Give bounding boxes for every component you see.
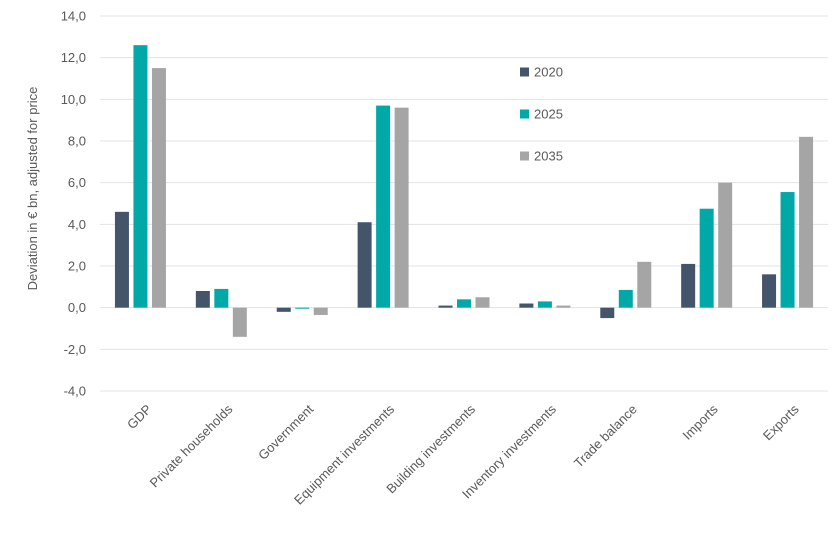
bar-2035: [313, 307, 328, 315]
y-tick-label: -2,0: [64, 342, 86, 357]
y-tick-label: 12,0: [61, 50, 86, 65]
bar-2025: [618, 289, 633, 308]
bar-2035: [475, 297, 490, 308]
legend-item: 2025: [520, 107, 563, 122]
legend-label: 2025: [534, 107, 563, 122]
x-category-label: Imports: [680, 401, 722, 443]
legend-swatch: [520, 67, 529, 77]
bar-2020: [438, 305, 453, 308]
y-axis-ticks: -4,0 -2,0 0,0 2,0 4,0 6,0 8,0 10,0 12,0 14,0: [61, 9, 86, 399]
x-category-label: Trade balance: [571, 402, 640, 471]
bar-2020: [519, 303, 534, 308]
legend-item: 2035: [520, 149, 563, 164]
bar-2025: [295, 307, 310, 309]
bar-2025: [537, 301, 552, 308]
bar-2035: [718, 182, 733, 308]
bar-2035: [232, 307, 247, 337]
bar-2035: [637, 261, 652, 308]
x-category-label: Private households: [147, 401, 236, 490]
y-tick-label: 6,0: [68, 175, 86, 190]
y-axis-label: Deviation in € bn, adjusted for price: [25, 87, 40, 291]
bars: [114, 45, 814, 337]
bar-2025: [133, 45, 148, 308]
x-category-label: Government: [255, 401, 316, 462]
bar-2035: [556, 305, 571, 308]
bar-2035: [151, 68, 166, 308]
y-tick-label: 2,0: [68, 259, 86, 274]
x-category-label: Exports: [760, 401, 802, 443]
x-category-label: Inventory investments: [459, 401, 559, 501]
y-tick-label: 8,0: [68, 134, 86, 149]
x-category-label: Building investments: [383, 401, 478, 496]
y-tick-label: 14,0: [61, 9, 86, 24]
legend: 2020 2025 2035: [520, 65, 563, 164]
bar-2020: [681, 263, 696, 308]
legend-swatch: [520, 151, 529, 161]
legend-label: 2035: [534, 149, 563, 164]
bar-2025: [457, 299, 471, 308]
bar-2035: [799, 136, 814, 308]
bar-2020: [762, 274, 777, 308]
bar-2020: [600, 307, 615, 319]
bar-2035: [394, 107, 409, 308]
x-category-label: GDP: [124, 402, 155, 433]
legend-swatch: [520, 109, 529, 119]
bar-2020: [357, 222, 372, 308]
bar-2020: [276, 307, 291, 312]
bar-2025: [699, 208, 714, 308]
legend-label: 2020: [534, 65, 563, 80]
y-tick-label: 0,0: [68, 300, 86, 315]
y-tick-label: -4,0: [64, 384, 86, 399]
legend-item: 2020: [520, 65, 563, 80]
bar-2020: [114, 211, 129, 308]
bar-2025: [214, 288, 229, 308]
bar-2025: [376, 105, 391, 308]
bar-2020: [195, 291, 210, 308]
y-tick-label: 10,0: [61, 92, 86, 107]
y-tick-label: 4,0: [68, 217, 86, 232]
bar-2025: [780, 192, 795, 308]
